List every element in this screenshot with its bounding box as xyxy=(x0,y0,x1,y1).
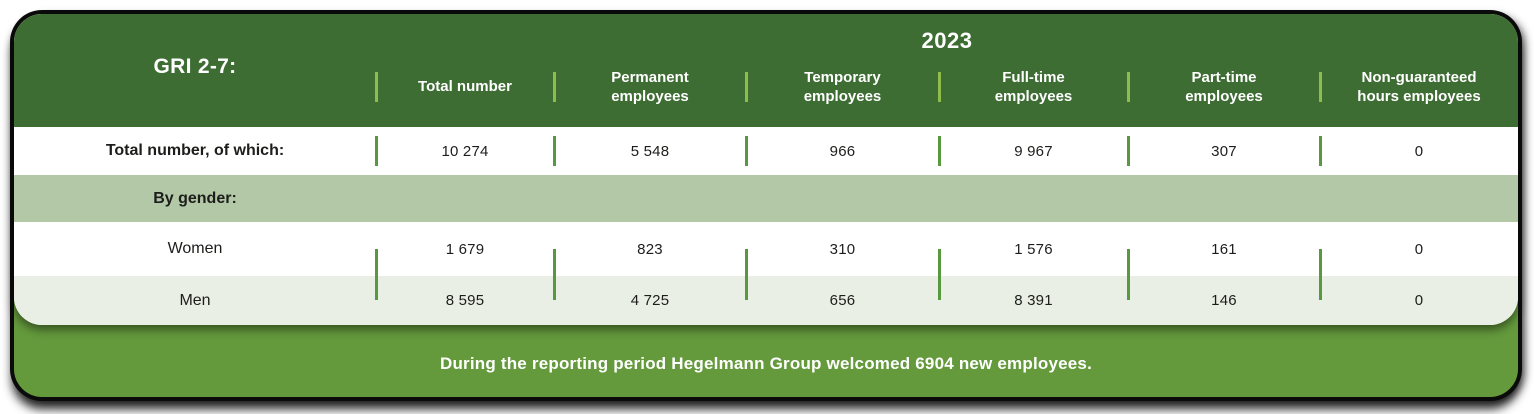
table-cell: 307 xyxy=(1128,127,1320,175)
row-label: By gender: xyxy=(153,189,237,207)
footer-note: During the reporting period Hegelmann Gr… xyxy=(439,354,1093,373)
column-header-label: Total number xyxy=(418,78,512,95)
column-header-non-guaranteed: Non-guaranteed hours employees xyxy=(1320,46,1518,127)
table-cell: 9 967 xyxy=(939,127,1128,175)
table-backdrop: GRI 2-7: 2023 Total number Permanent emp… xyxy=(14,14,1518,397)
table-cell: 823 xyxy=(553,222,746,300)
table-cell: 310 xyxy=(745,222,939,300)
table-header: GRI 2-7: 2023 Total number Permanent emp… xyxy=(14,14,1518,127)
row-label: Total number, of which: xyxy=(105,142,285,159)
table-cell: 656 xyxy=(829,292,856,309)
table-row-women: Women 1 679 823 310 1 576 161 0 xyxy=(14,222,1518,300)
table-cell: 0 xyxy=(1320,127,1518,175)
column-header-temporary: Temporary employees xyxy=(746,46,939,127)
column-header-permanent: Permanent employees xyxy=(554,46,746,127)
table-cell: 4 725 xyxy=(630,292,670,309)
table-cell: 8 595 xyxy=(445,292,485,309)
table-row-total-number: Total number, of which: 10 274 5 548 966… xyxy=(14,127,1518,175)
table-cell: 5 548 xyxy=(554,127,746,175)
table-cell: 8 391 xyxy=(1014,292,1053,309)
column-header-part-time: Part-time employees xyxy=(1128,46,1320,127)
column-header-label: Full-time employees xyxy=(994,68,1073,105)
table-row-by-gender: By gender: xyxy=(14,175,1518,222)
table-cell: 161 xyxy=(1127,222,1320,300)
column-header-label: Permanent employees xyxy=(611,68,689,105)
table-cell: 0 xyxy=(1414,292,1424,309)
row-label: Men xyxy=(179,291,211,309)
row-label: Women xyxy=(167,240,223,257)
footer-band: During the reporting period Hegelmann Gr… xyxy=(14,325,1518,397)
column-header-label: Part-time employees xyxy=(1185,68,1263,105)
column-header-full-time: Full-time employees xyxy=(939,46,1128,127)
column-header-total-number: Total number xyxy=(376,46,554,127)
table-cell: 10 274 xyxy=(376,127,554,175)
column-header-label: Non-guaranteed hours employees xyxy=(1357,68,1481,105)
gri-title: GRI 2-7: xyxy=(153,55,237,78)
table-cell: 146 xyxy=(1211,292,1237,309)
table-cell: 0 xyxy=(1319,222,1518,300)
table-cell: 1 576 xyxy=(938,222,1128,300)
column-header-label: Temporary employees xyxy=(803,68,882,105)
table-cell: 1 679 xyxy=(375,222,554,300)
empty-gender-cells xyxy=(376,175,1518,222)
gri-table-card: GRI 2-7: 2023 Total number Permanent emp… xyxy=(14,14,1518,325)
table-row-men: Men 8 595 4 725 656 8 391 146 0 xyxy=(14,276,1518,325)
table-cell: 966 xyxy=(746,127,939,175)
